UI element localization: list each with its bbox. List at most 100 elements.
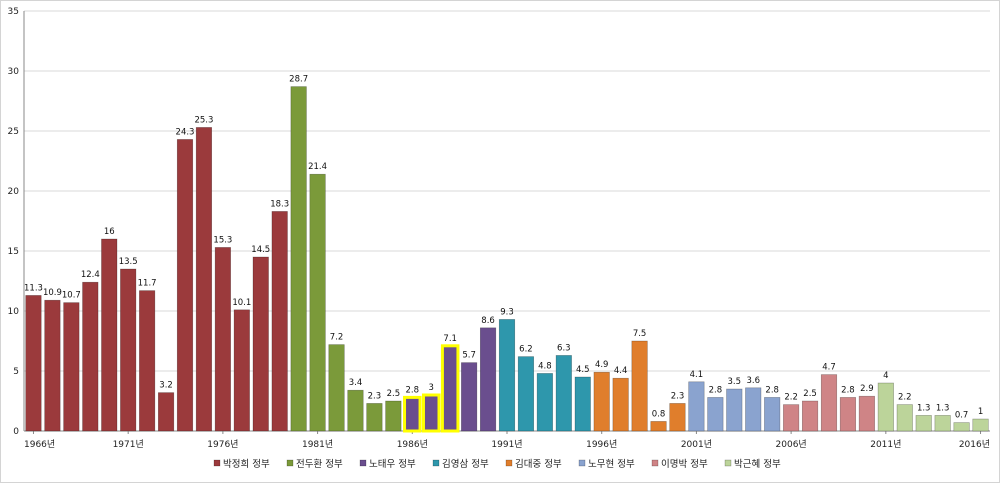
x-tick-label: 2001년 bbox=[681, 439, 712, 450]
bar bbox=[631, 340, 648, 432]
bar bbox=[347, 389, 364, 432]
bar bbox=[44, 299, 61, 432]
bar bbox=[214, 247, 231, 432]
data-label: 3 bbox=[429, 383, 434, 393]
data-label: 6.2 bbox=[519, 345, 533, 355]
data-label: 11.3 bbox=[24, 283, 43, 293]
x-tick-label: 1976년 bbox=[207, 439, 238, 450]
bar bbox=[157, 392, 175, 432]
legend-swatch bbox=[432, 459, 440, 467]
data-label: 4.8 bbox=[538, 361, 552, 371]
bar bbox=[498, 319, 516, 432]
bar bbox=[688, 381, 705, 432]
y-tick-label: 5 bbox=[13, 367, 19, 377]
bar bbox=[745, 387, 762, 432]
legend-swatch bbox=[505, 459, 513, 467]
data-label: 3.5 bbox=[728, 377, 742, 387]
bar bbox=[839, 397, 857, 432]
data-label: 5.7 bbox=[462, 351, 476, 361]
bar bbox=[858, 395, 875, 432]
y-tick-label: 25 bbox=[8, 127, 19, 137]
x-tick-label: 2006년 bbox=[776, 439, 807, 450]
x-tick-label: 1966년 bbox=[24, 439, 55, 450]
bar bbox=[82, 281, 99, 432]
data-label: 2.8 bbox=[709, 385, 723, 395]
legend-label: 김대중 정부 bbox=[515, 458, 562, 470]
legend-swatch bbox=[359, 459, 367, 467]
data-label: 8.6 bbox=[481, 316, 495, 326]
data-label: 3.2 bbox=[159, 381, 173, 391]
data-label: 7.2 bbox=[330, 333, 344, 343]
data-label: 0.8 bbox=[652, 409, 666, 419]
bar bbox=[764, 397, 781, 432]
bar bbox=[555, 355, 572, 432]
data-label: 2.8 bbox=[765, 385, 779, 395]
x-tick-label: 2011년 bbox=[870, 439, 901, 450]
bar bbox=[385, 400, 402, 432]
data-label: 2.3 bbox=[368, 391, 382, 401]
bars bbox=[25, 86, 989, 433]
bar bbox=[440, 344, 460, 433]
bar bbox=[461, 362, 478, 432]
x-tick-label: 1991년 bbox=[491, 439, 522, 450]
bar bbox=[421, 393, 441, 433]
bar bbox=[934, 415, 951, 432]
legend-label: 박정희 정부 bbox=[223, 459, 270, 470]
data-label: 2.8 bbox=[406, 385, 420, 395]
data-label: 10.1 bbox=[232, 298, 251, 308]
bar bbox=[63, 302, 80, 432]
data-label: 1.3 bbox=[917, 403, 931, 413]
data-label: 11.7 bbox=[138, 279, 157, 289]
bar bbox=[25, 295, 42, 432]
bar bbox=[726, 388, 743, 432]
data-label: 10.9 bbox=[43, 288, 62, 298]
data-label: 1 bbox=[978, 407, 983, 417]
data-label: 4.7 bbox=[822, 363, 836, 373]
data-label: 16 bbox=[104, 227, 115, 237]
data-label: 2.5 bbox=[387, 389, 401, 399]
x-tick-label: 1981년 bbox=[302, 439, 333, 450]
bar bbox=[877, 382, 894, 432]
y-tick-label: 35 bbox=[8, 7, 19, 17]
data-label: 2.2 bbox=[784, 393, 798, 403]
data-label: 2.5 bbox=[803, 389, 817, 399]
y-tick-label: 30 bbox=[8, 67, 20, 77]
bar bbox=[101, 238, 118, 432]
legend: 박정희 정부 전두환 정부 노태우 정부 김영삼 정부 김대중 정부 노무현 정부 이명박 … bbox=[213, 458, 781, 470]
data-label: 3.4 bbox=[349, 378, 363, 388]
data-label: 14.5 bbox=[251, 245, 270, 255]
data-label: 12.4 bbox=[81, 270, 100, 280]
legend-label: 노무현 정부 bbox=[588, 459, 635, 470]
data-label: 21.4 bbox=[308, 162, 327, 172]
bar bbox=[195, 127, 213, 432]
data-label: 13.5 bbox=[119, 257, 138, 267]
data-label: 2.3 bbox=[671, 391, 685, 401]
data-label: 2.9 bbox=[860, 384, 874, 394]
bar bbox=[120, 268, 137, 432]
bar bbox=[896, 404, 913, 432]
bar bbox=[328, 344, 345, 432]
bar bbox=[801, 400, 819, 432]
data-label: 28.7 bbox=[289, 75, 308, 85]
legend-label: 박근혜 정부 bbox=[734, 458, 781, 470]
x-tick-label: 2016년 bbox=[959, 439, 990, 450]
legend-swatch bbox=[286, 459, 294, 467]
data-label: 4.5 bbox=[576, 365, 590, 375]
bar bbox=[707, 397, 724, 432]
bar bbox=[252, 256, 269, 432]
bar bbox=[669, 403, 686, 432]
legend-label: 노태우 정부 bbox=[369, 459, 416, 470]
bar bbox=[271, 211, 288, 432]
data-label: 4 bbox=[883, 371, 888, 381]
bar bbox=[290, 86, 307, 432]
data-label: 7.5 bbox=[633, 329, 647, 339]
data-label: 10.7 bbox=[62, 291, 81, 301]
bar bbox=[139, 290, 156, 432]
data-labels: 11.3 10.9 10.712.41613.511.73.224.325.315.… bbox=[24, 75, 983, 421]
data-label: 25.3 bbox=[194, 115, 213, 125]
data-label: 7.1 bbox=[443, 334, 457, 344]
bar bbox=[820, 374, 838, 432]
legend-label: 김영삼 정부 bbox=[442, 458, 489, 470]
bar bbox=[233, 309, 250, 432]
